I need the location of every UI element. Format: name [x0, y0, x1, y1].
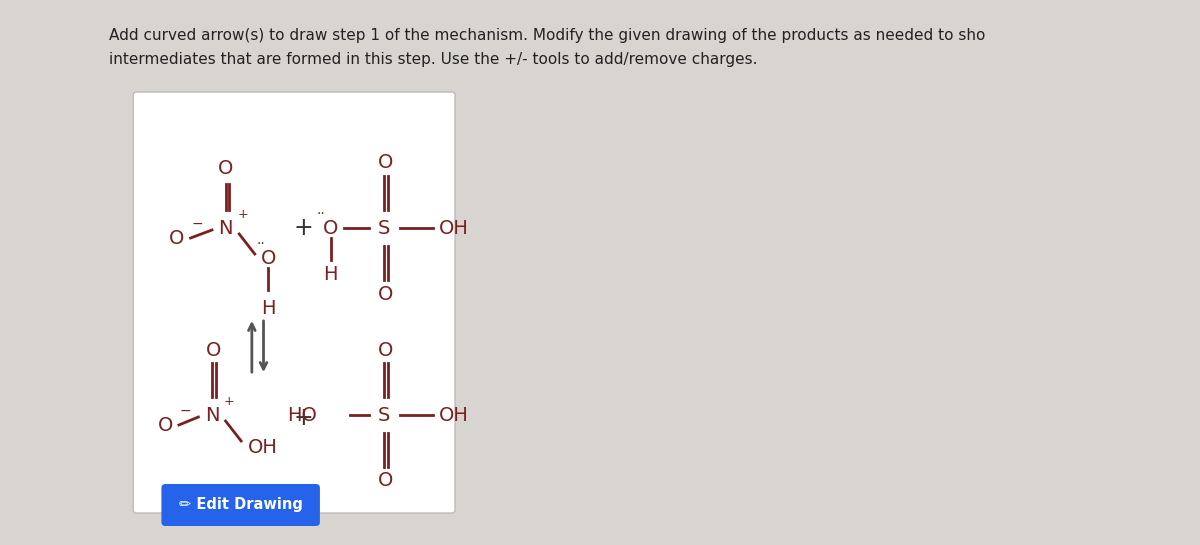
Text: +: +: [294, 406, 313, 430]
Text: O: O: [378, 470, 394, 489]
Text: S: S: [378, 219, 390, 238]
Text: OH: OH: [247, 438, 277, 457]
Text: O: O: [260, 249, 276, 268]
Text: +: +: [294, 216, 313, 240]
Text: S: S: [378, 405, 390, 425]
Text: O: O: [323, 219, 338, 238]
Text: ✏ Edit Drawing: ✏ Edit Drawing: [179, 498, 302, 512]
Text: O: O: [157, 415, 173, 434]
Text: OH: OH: [439, 219, 469, 238]
FancyBboxPatch shape: [133, 92, 455, 513]
Text: O: O: [206, 341, 222, 360]
Text: −: −: [180, 404, 192, 418]
Text: O: O: [378, 341, 394, 360]
Text: N: N: [205, 405, 220, 425]
Text: N: N: [218, 219, 233, 238]
Text: ··: ··: [317, 207, 325, 221]
Text: O: O: [378, 284, 394, 304]
FancyBboxPatch shape: [162, 484, 320, 526]
Text: O: O: [378, 153, 394, 172]
Text: +: +: [223, 395, 234, 408]
Text: ··: ··: [257, 237, 265, 251]
Text: O: O: [169, 228, 185, 247]
Text: O: O: [218, 159, 233, 178]
Text: OH: OH: [439, 405, 469, 425]
Text: H: H: [323, 264, 338, 283]
Text: H: H: [262, 299, 276, 318]
Text: +: +: [238, 208, 248, 221]
Text: −: −: [192, 217, 203, 231]
Text: Add curved arrow(s) to draw step 1 of the mechanism. Modify the given drawing of: Add curved arrow(s) to draw step 1 of th…: [109, 28, 985, 43]
Text: HO: HO: [287, 405, 317, 425]
Text: intermediates that are formed in this step. Use the +/- tools to add/remove char: intermediates that are formed in this st…: [109, 52, 757, 67]
